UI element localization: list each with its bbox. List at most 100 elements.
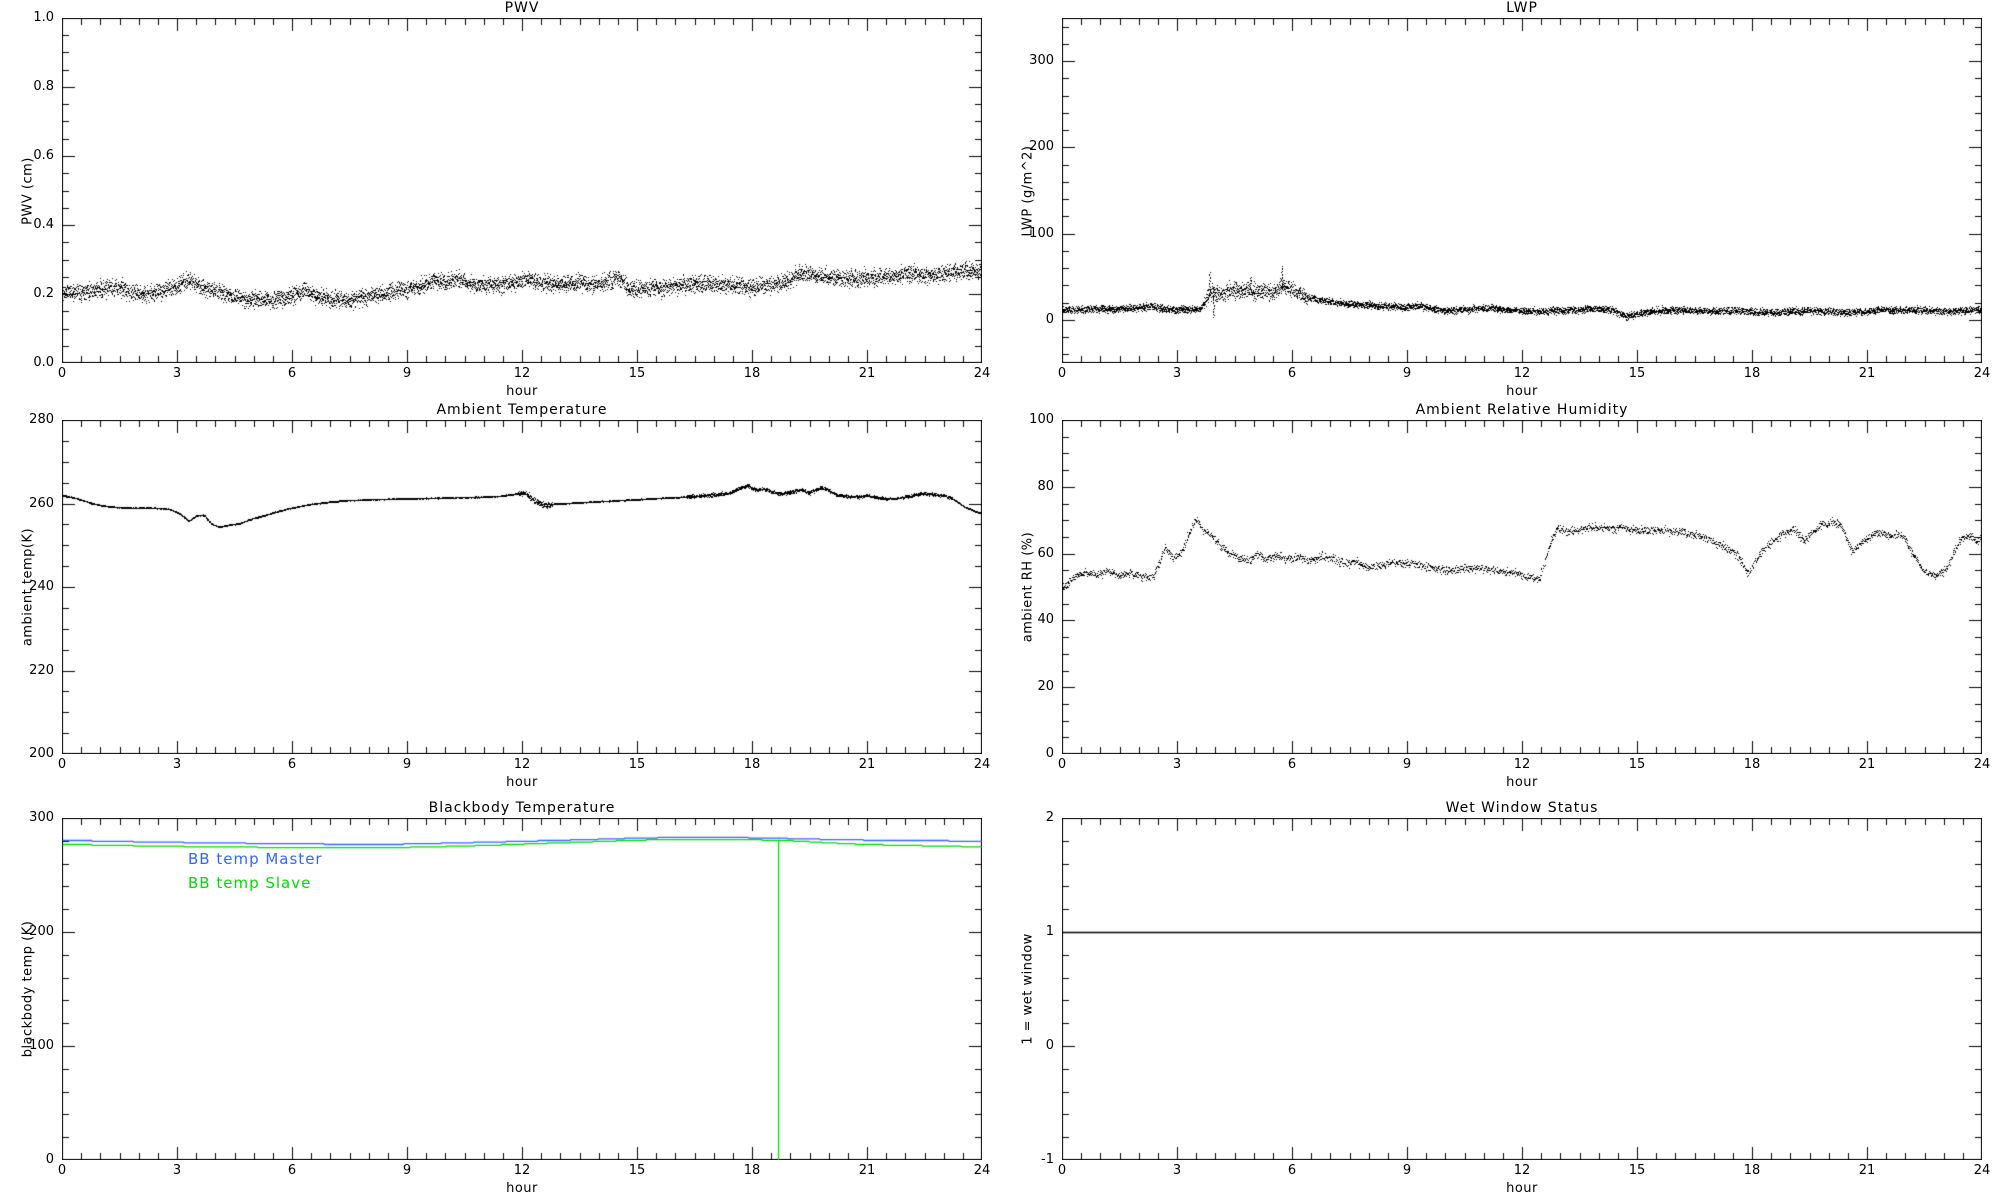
y-tick-label: 0 xyxy=(1045,1038,1054,1053)
x-tick-label: 6 xyxy=(1287,757,1297,772)
ambient-relative-humidity-y-axis-label: ambient RH (%) xyxy=(1020,531,1036,643)
x-tick-label: 24 xyxy=(1973,1163,1991,1178)
x-tick-label: 0 xyxy=(1057,757,1067,772)
ambient-temperature-title: Ambient Temperature xyxy=(436,402,608,418)
y-tick-label: 200 xyxy=(1029,139,1054,155)
y-tick-label: 0.0 xyxy=(33,355,54,370)
x-tick-label: 21 xyxy=(1858,366,1876,381)
lwp-x-axis-label: hour xyxy=(1506,384,1538,399)
x-tick-label: 3 xyxy=(1172,757,1182,772)
x-tick-label: 3 xyxy=(172,1163,182,1178)
y-tick-label: 260 xyxy=(29,495,54,511)
x-tick-label: 21 xyxy=(1858,1163,1876,1178)
x-tick-label: 15 xyxy=(628,757,646,772)
y-tick-label: 0.6 xyxy=(33,148,54,163)
blackbody-temperature-x-axis-label: hour xyxy=(506,1181,538,1196)
x-tick-label: 21 xyxy=(1858,757,1876,772)
y-tick-label: 1 xyxy=(1045,924,1054,939)
y-tick-label: 220 xyxy=(29,662,54,678)
x-tick-label: 24 xyxy=(973,757,991,772)
x-tick-label: 6 xyxy=(1287,1163,1297,1178)
y-tick-label: 200 xyxy=(29,924,54,939)
y-tick-label: 0.8 xyxy=(33,79,54,94)
legend-bb-temp-master: BB temp Master xyxy=(188,850,323,868)
wet-window-status-y-axis-label: 1 = wet window xyxy=(1020,933,1036,1045)
x-tick-label: 24 xyxy=(973,1163,991,1178)
x-tick-label: 9 xyxy=(1402,1163,1412,1178)
y-tick-label: 240 xyxy=(29,579,54,594)
y-tick-label: 100 xyxy=(1029,412,1054,427)
x-tick-label: 15 xyxy=(1628,757,1646,772)
pwv-x-axis-label: hour xyxy=(506,384,538,399)
y-tick-label: 0 xyxy=(1045,311,1054,327)
x-tick-label: 18 xyxy=(743,1163,761,1178)
y-tick-label: 40 xyxy=(1037,612,1054,628)
y-tick-label: 200 xyxy=(29,746,54,761)
x-tick-label: 21 xyxy=(858,366,876,381)
ambient-temperature-canvas xyxy=(62,420,982,754)
x-tick-label: 24 xyxy=(1973,757,1991,772)
x-tick-label: 9 xyxy=(402,366,412,381)
x-tick-label: 24 xyxy=(1973,366,1991,381)
x-tick-label: 12 xyxy=(1513,366,1531,381)
y-tick-label: 100 xyxy=(1029,225,1054,241)
x-tick-label: 15 xyxy=(628,366,646,381)
y-tick-label: 0.2 xyxy=(33,286,54,301)
y-tick-label: 1.0 xyxy=(33,10,54,25)
x-tick-label: 3 xyxy=(172,366,182,381)
pwv-canvas xyxy=(62,18,982,363)
y-tick-label: 0.4 xyxy=(33,217,54,232)
ambient-relative-humidity-canvas xyxy=(1062,420,1982,754)
wet-window-status-x-axis-label: hour xyxy=(1506,1181,1538,1196)
wet-window-status-canvas xyxy=(1062,818,1982,1160)
ambient-relative-humidity-x-axis-label: hour xyxy=(1506,775,1538,790)
x-tick-label: 18 xyxy=(1743,1163,1761,1178)
lwp-title: LWP xyxy=(1506,0,1538,16)
ambient-relative-humidity-title: Ambient Relative Humidity xyxy=(1415,402,1629,418)
x-tick-label: 12 xyxy=(1513,757,1531,772)
x-tick-label: 9 xyxy=(402,1163,412,1178)
x-tick-label: 12 xyxy=(1513,1163,1531,1178)
x-tick-label: 24 xyxy=(973,366,991,381)
pwv-y-axis-label: PWV (cm) xyxy=(20,156,36,225)
x-tick-label: 6 xyxy=(287,757,297,772)
x-tick-label: 0 xyxy=(57,757,67,772)
x-tick-label: 6 xyxy=(1287,366,1297,381)
x-tick-label: 15 xyxy=(1628,1163,1646,1178)
x-tick-label: 12 xyxy=(513,366,531,381)
x-tick-label: 0 xyxy=(1057,1163,1067,1178)
blackbody-temperature-y-axis-label: blackbody temp (K) xyxy=(20,920,36,1058)
y-tick-label: 0 xyxy=(1045,746,1054,761)
y-tick-label: 280 xyxy=(29,412,54,427)
lwp-canvas xyxy=(1062,18,1982,363)
x-tick-label: 21 xyxy=(858,757,876,772)
x-tick-label: 6 xyxy=(287,366,297,381)
x-tick-label: 18 xyxy=(743,757,761,772)
y-tick-label: 300 xyxy=(29,810,54,825)
legend-bb-temp-slave: BB temp Slave xyxy=(188,874,312,892)
x-tick-label: 0 xyxy=(57,366,67,381)
x-tick-label: 15 xyxy=(628,1163,646,1178)
blackbody-temperature-canvas xyxy=(62,818,982,1160)
y-tick-label: -1 xyxy=(1041,1152,1054,1167)
y-tick-label: 0 xyxy=(45,1152,54,1167)
y-tick-label: 80 xyxy=(1037,478,1054,494)
x-tick-label: 18 xyxy=(1743,757,1761,772)
x-tick-label: 3 xyxy=(172,757,182,772)
x-tick-label: 12 xyxy=(513,757,531,772)
x-tick-label: 9 xyxy=(1402,757,1412,772)
y-tick-label: 20 xyxy=(1037,679,1054,695)
lwp-y-axis-label: LWP (g/m^2) xyxy=(1020,145,1036,236)
x-tick-label: 0 xyxy=(57,1163,67,1178)
y-tick-label: 2 xyxy=(1045,810,1054,825)
ambient-temperature-y-axis-label: ambient temp(K) xyxy=(20,527,36,647)
y-tick-label: 60 xyxy=(1037,545,1054,561)
x-tick-label: 9 xyxy=(402,757,412,772)
x-tick-label: 21 xyxy=(858,1163,876,1178)
x-tick-label: 6 xyxy=(287,1163,297,1178)
x-tick-label: 18 xyxy=(1743,366,1761,381)
